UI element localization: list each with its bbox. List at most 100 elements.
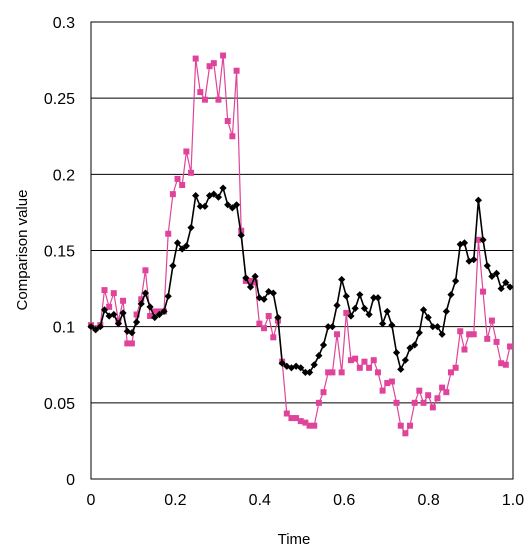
data-point	[256, 320, 263, 327]
data-point	[169, 191, 176, 198]
data-point	[370, 357, 377, 364]
data-point	[106, 303, 113, 310]
data-point	[274, 313, 282, 322]
data-point	[457, 328, 464, 335]
data-point	[92, 326, 100, 334]
data-point	[201, 202, 209, 210]
series-line	[90, 55, 511, 435]
data-point	[356, 291, 364, 299]
gridlines	[91, 97, 513, 404]
data-point	[461, 346, 468, 353]
data-point	[229, 133, 236, 140]
data-point	[220, 52, 227, 59]
data-point	[252, 279, 259, 286]
data-point	[96, 323, 104, 331]
data-point	[219, 184, 227, 192]
data-point	[141, 289, 150, 297]
data-point	[420, 399, 427, 406]
data-point	[442, 307, 450, 316]
plot-area-border	[90, 21, 514, 480]
data-point	[425, 392, 432, 399]
series-1	[88, 52, 514, 437]
data-point	[247, 277, 254, 284]
data-point	[246, 283, 255, 291]
data-point	[392, 348, 401, 357]
data-point	[192, 192, 200, 200]
data-point	[232, 201, 241, 209]
data-point	[466, 331, 473, 338]
data-point	[379, 320, 387, 328]
data-point	[265, 313, 272, 320]
data-point	[479, 236, 487, 244]
x-tick-label: 1.0	[502, 492, 524, 509]
x-tick-label: 0.8	[417, 492, 439, 509]
y-tick-labels: 0 0.05 0.1 0.15 0.2 0.25 0.3	[44, 15, 75, 489]
data-point	[311, 422, 318, 429]
data-point	[488, 317, 495, 324]
data-point	[214, 193, 223, 201]
y-tick-label: 0	[66, 472, 75, 489]
y-tick-label: 0.1	[53, 320, 75, 337]
data-point	[438, 330, 446, 338]
data-point	[174, 175, 181, 182]
data-point	[424, 313, 432, 322]
data-point	[137, 300, 145, 308]
data-point	[192, 55, 199, 62]
data-point	[297, 418, 304, 425]
data-point	[384, 380, 391, 387]
data-point	[151, 313, 159, 322]
data-point	[105, 312, 113, 320]
data-point	[132, 318, 141, 326]
data-point	[374, 294, 382, 302]
data-point	[483, 262, 491, 270]
data-point	[497, 284, 505, 293]
data-point	[101, 287, 108, 294]
data-point	[147, 313, 154, 320]
data-point	[196, 202, 204, 210]
data-point	[188, 169, 195, 176]
data-point	[480, 288, 487, 295]
data-point	[493, 338, 500, 345]
data-point	[320, 389, 327, 396]
data-point	[334, 331, 341, 338]
data-point	[324, 323, 332, 331]
data-point	[351, 304, 359, 312]
data-point	[119, 309, 127, 317]
data-point	[206, 63, 213, 70]
data-point	[370, 294, 378, 302]
data-point	[347, 312, 355, 320]
data-point	[383, 307, 391, 316]
data-point	[224, 118, 231, 125]
data-point	[278, 359, 286, 367]
data-point	[474, 196, 482, 204]
data-point	[416, 387, 423, 394]
data-point	[366, 364, 373, 371]
data-point	[502, 361, 509, 368]
data-point	[475, 236, 482, 243]
data-point	[228, 204, 236, 212]
data-point	[183, 148, 190, 155]
data-point	[210, 60, 217, 67]
data-point	[201, 96, 208, 103]
data-point	[128, 340, 135, 347]
data-point	[374, 369, 381, 376]
data-point	[447, 369, 454, 376]
data-point	[182, 242, 190, 250]
data-point	[429, 404, 436, 411]
data-point	[233, 67, 240, 74]
x-tick-labels: 0 0.2 0.4 0.6 0.8 1.0	[87, 492, 525, 509]
data-point	[187, 224, 195, 232]
data-point	[288, 415, 295, 422]
x-tick-label: 0	[87, 492, 96, 509]
data-point	[397, 422, 404, 429]
data-point	[397, 365, 405, 373]
data-point	[388, 378, 395, 385]
data-point	[506, 283, 514, 291]
data-point	[452, 364, 459, 371]
data-point	[407, 422, 414, 429]
y-tick-label: 0.05	[44, 396, 75, 413]
x-tick-label: 0.6	[333, 492, 355, 509]
data-point	[301, 368, 309, 376]
data-point	[87, 323, 95, 331]
